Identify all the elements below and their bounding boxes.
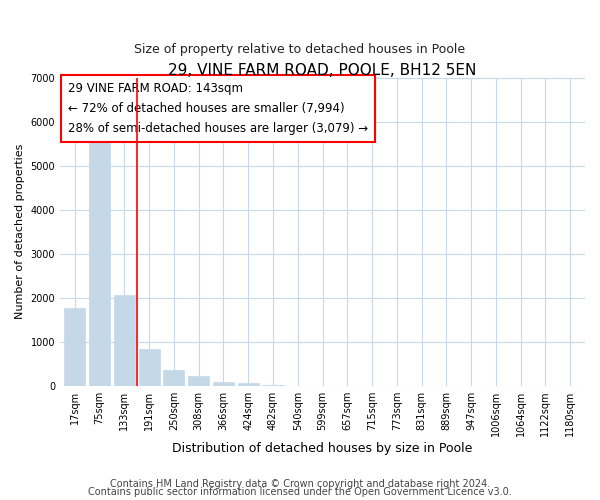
Text: Contains HM Land Registry data © Crown copyright and database right 2024.: Contains HM Land Registry data © Crown c…: [110, 479, 490, 489]
Bar: [114, 296, 135, 386]
Bar: [163, 370, 184, 386]
Title: 29, VINE FARM ROAD, POOLE, BH12 5EN: 29, VINE FARM ROAD, POOLE, BH12 5EN: [169, 62, 477, 78]
X-axis label: Distribution of detached houses by size in Poole: Distribution of detached houses by size …: [172, 442, 473, 455]
Bar: [262, 385, 284, 386]
Bar: [89, 132, 110, 386]
Text: 29 VINE FARM ROAD: 143sqm
← 72% of detached houses are smaller (7,994)
28% of se: 29 VINE FARM ROAD: 143sqm ← 72% of detac…: [68, 82, 368, 135]
Bar: [213, 382, 234, 386]
Bar: [64, 308, 85, 386]
Bar: [238, 384, 259, 386]
Text: Size of property relative to detached houses in Poole: Size of property relative to detached ho…: [134, 42, 466, 56]
Bar: [139, 350, 160, 386]
Y-axis label: Number of detached properties: Number of detached properties: [15, 144, 25, 320]
Bar: [188, 376, 209, 386]
Text: Contains public sector information licensed under the Open Government Licence v3: Contains public sector information licen…: [88, 487, 512, 497]
